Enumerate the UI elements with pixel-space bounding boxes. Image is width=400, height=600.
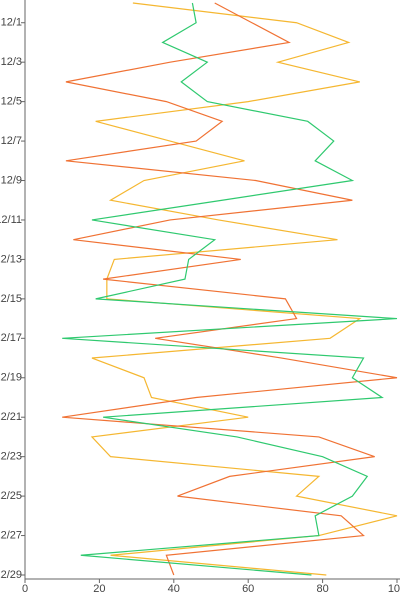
x-tick-label: 0 <box>22 583 28 595</box>
y-tick-label: 12/19 <box>0 372 22 384</box>
series-line <box>90 2 398 576</box>
y-tick-label: 12/21 <box>0 411 22 423</box>
series-line <box>62 2 398 576</box>
y-tick-label: 12/3 <box>1 56 22 68</box>
y-tick-label: 12/13 <box>0 253 22 265</box>
x-tick-label: 20 <box>93 583 105 595</box>
y-tick-label: 12/25 <box>0 490 22 502</box>
y-tick-label: 12/23 <box>0 451 22 463</box>
y-tick-label: 12/17 <box>0 332 22 344</box>
y-tick-label: 12/11 <box>0 214 22 226</box>
x-tick-label: 60 <box>242 583 254 595</box>
y-tick-label: 12/1 <box>1 17 22 29</box>
y-tick-label: 12/15 <box>0 293 22 305</box>
y-tick-label: 12/9 <box>1 174 22 186</box>
y-tick-label: 12/5 <box>1 96 22 108</box>
series-line <box>62 2 398 576</box>
y-tick-label: 12/27 <box>0 529 22 541</box>
y-tick-label: 12/29 <box>0 569 22 581</box>
x-tick-label: 100 <box>388 583 400 595</box>
y-tick-label: 12/7 <box>1 135 22 147</box>
x-tick-label: 40 <box>168 583 180 595</box>
x-tick-label: 80 <box>316 583 328 595</box>
